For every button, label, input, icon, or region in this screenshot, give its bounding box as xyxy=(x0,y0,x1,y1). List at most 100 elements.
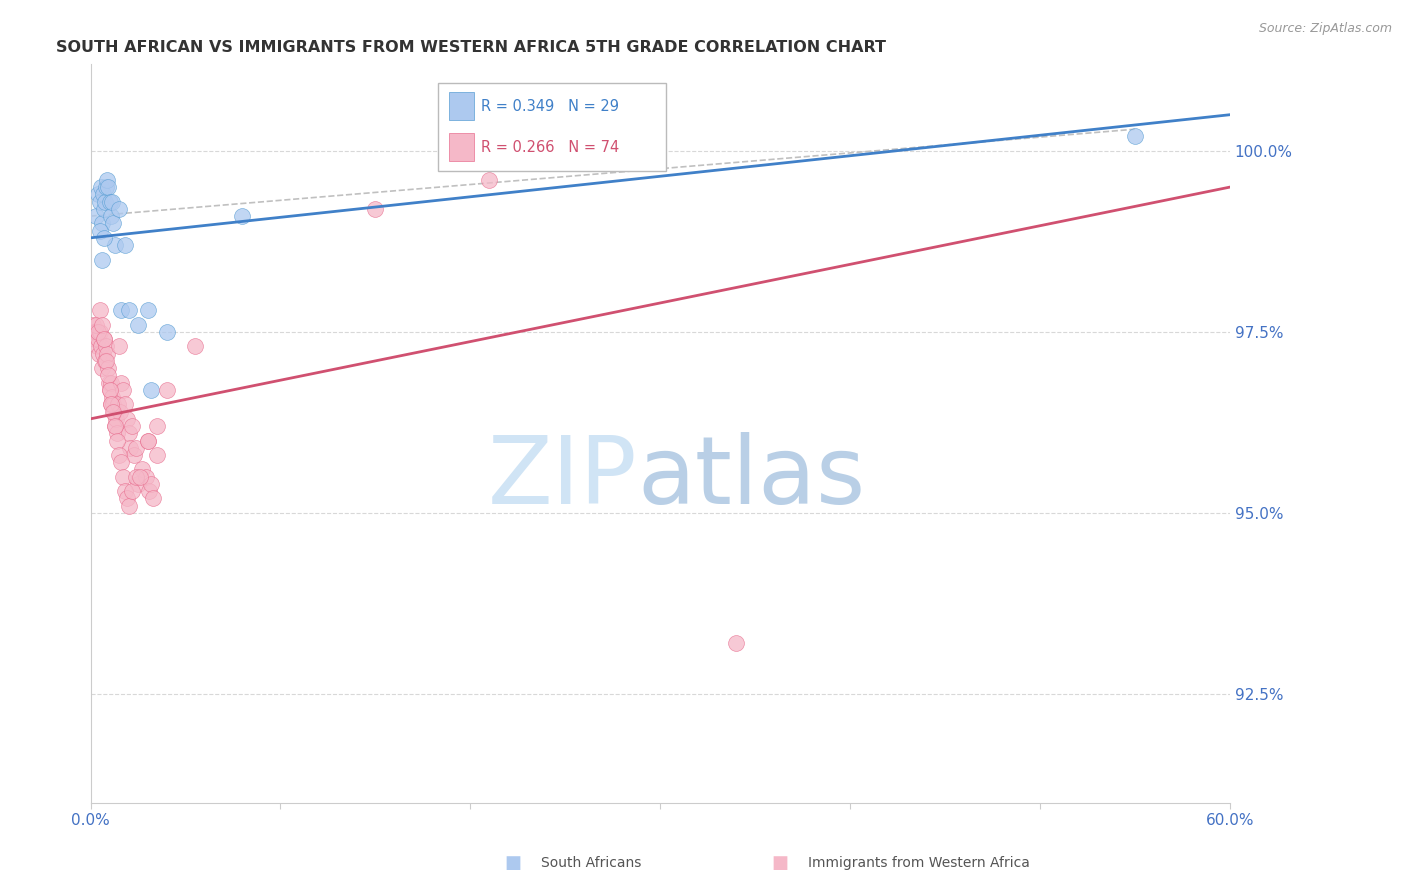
Point xyxy=(98,194,121,209)
Point xyxy=(87,332,110,346)
Point xyxy=(125,469,148,483)
Point xyxy=(121,419,143,434)
Point xyxy=(100,209,122,223)
Text: R = 0.266   N = 74: R = 0.266 N = 74 xyxy=(481,140,620,154)
Point xyxy=(89,346,111,360)
FancyBboxPatch shape xyxy=(439,83,666,171)
Point xyxy=(1123,129,1146,144)
Point xyxy=(136,303,159,318)
Point xyxy=(83,325,105,339)
Point xyxy=(120,441,142,455)
Point xyxy=(141,477,163,491)
Point xyxy=(105,426,128,441)
Point xyxy=(84,332,107,346)
Point xyxy=(87,187,110,202)
Text: South Africans: South Africans xyxy=(541,856,641,871)
Point xyxy=(114,484,136,499)
Point xyxy=(103,404,125,418)
Point xyxy=(127,477,149,491)
Point xyxy=(84,318,107,332)
Point xyxy=(104,419,127,434)
Point xyxy=(87,325,110,339)
Text: ■: ■ xyxy=(505,855,522,872)
Point xyxy=(100,376,122,390)
Point xyxy=(94,339,117,353)
Point xyxy=(155,325,177,339)
Point xyxy=(111,469,134,483)
Point xyxy=(117,426,139,441)
Text: ZIP: ZIP xyxy=(488,432,637,524)
Point xyxy=(125,441,148,455)
Point xyxy=(136,434,159,448)
Point xyxy=(84,325,107,339)
Point xyxy=(231,209,253,223)
Text: R = 0.349   N = 29: R = 0.349 N = 29 xyxy=(481,99,619,114)
Point xyxy=(114,238,136,252)
Point xyxy=(91,252,114,267)
Point xyxy=(114,397,136,411)
Point xyxy=(108,202,131,216)
Point xyxy=(105,434,128,448)
Point xyxy=(127,318,149,332)
Point xyxy=(478,173,501,187)
Point xyxy=(129,469,152,483)
Point xyxy=(117,303,139,318)
Point xyxy=(89,325,111,339)
Bar xyxy=(450,133,474,161)
Point xyxy=(105,412,128,426)
Point xyxy=(94,180,117,194)
Point xyxy=(100,397,122,411)
Point xyxy=(93,332,115,346)
Point xyxy=(108,339,131,353)
Point xyxy=(97,361,120,376)
Point xyxy=(155,383,177,397)
Text: ■: ■ xyxy=(772,855,789,872)
Point xyxy=(91,361,114,376)
Point xyxy=(94,354,117,368)
Point xyxy=(117,499,139,513)
Point xyxy=(725,636,748,650)
Point xyxy=(103,397,125,411)
Point xyxy=(91,318,114,332)
Point xyxy=(94,194,117,209)
Point xyxy=(89,223,111,237)
Point xyxy=(115,491,138,506)
Point xyxy=(90,180,112,194)
Point xyxy=(142,491,165,506)
Point xyxy=(96,173,118,187)
Point xyxy=(141,383,163,397)
Point xyxy=(101,390,124,404)
Point xyxy=(124,448,146,462)
Point xyxy=(110,455,132,469)
Point xyxy=(103,404,125,418)
Point xyxy=(111,383,134,397)
Point xyxy=(90,339,112,353)
Point xyxy=(93,202,115,216)
Point xyxy=(98,383,121,397)
Point xyxy=(146,419,169,434)
Point xyxy=(89,303,111,318)
Point xyxy=(146,448,169,462)
Point xyxy=(97,376,120,390)
Point xyxy=(121,484,143,499)
Point xyxy=(115,412,138,426)
Point xyxy=(103,216,125,230)
Point xyxy=(91,187,114,202)
Point xyxy=(82,318,104,332)
Text: Immigrants from Western Africa: Immigrants from Western Africa xyxy=(808,856,1031,871)
Point xyxy=(131,462,153,476)
Point xyxy=(138,484,160,499)
Point xyxy=(184,339,207,353)
Point xyxy=(135,469,157,483)
Point xyxy=(110,376,132,390)
Point xyxy=(104,238,127,252)
Point xyxy=(101,194,124,209)
Point xyxy=(110,303,132,318)
Point xyxy=(96,346,118,360)
Point xyxy=(97,180,120,194)
Point xyxy=(108,448,131,462)
Point xyxy=(98,383,121,397)
Point xyxy=(91,346,114,360)
Point xyxy=(364,202,387,216)
Point xyxy=(100,397,122,411)
